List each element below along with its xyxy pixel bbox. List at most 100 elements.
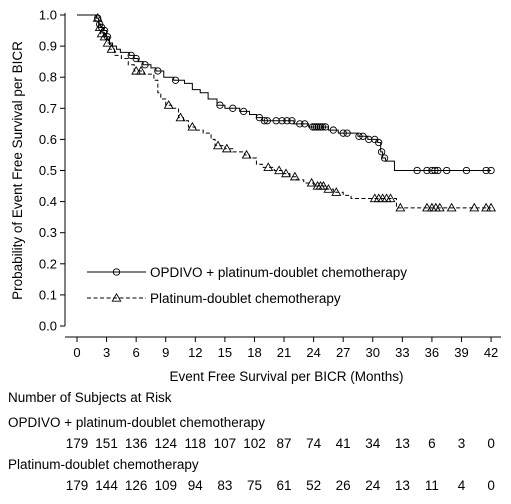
x-tick-label: 24 — [306, 345, 320, 360]
censor-marker-triangle — [434, 202, 445, 212]
censor-marker-triangle — [385, 193, 396, 203]
censor-marker-triangle — [221, 143, 232, 153]
censor-marker-circle — [487, 166, 495, 175]
censor-marker-circle — [132, 54, 140, 63]
risk-value: 74 — [306, 436, 322, 451]
censor-marker-circle — [308, 123, 317, 131]
y-axis-title: Probability of Event Free Survival per B… — [10, 41, 25, 300]
axes: 0.00.10.20.30.40.50.60.70.80.91.00 3 6 9 12 1… — [10, 8, 501, 384]
y-tick-label: 0.8 — [39, 70, 57, 85]
legend: OPDIVO + platinum-doublet chemotherapy Pl… — [87, 265, 407, 306]
censor-marker-triangle — [446, 202, 457, 212]
censor-marker-circle — [216, 101, 224, 109]
censor-marker-circle — [239, 107, 248, 116]
x-tick-label: 12 — [188, 345, 202, 360]
risk-value: 75 — [247, 478, 262, 493]
censor-marker-triangle — [395, 202, 406, 212]
censor-marker-circle — [359, 132, 367, 140]
censor-marker-triangle — [318, 180, 329, 190]
censor-marker-circle — [278, 117, 286, 125]
censor-marker-circle — [318, 123, 327, 131]
risk-value: 24 — [365, 478, 381, 493]
censor-marker-triangle — [92, 13, 103, 22]
risk-row-label: Platinum-doublet chemotherapy — [8, 457, 199, 472]
censor-marker-circle — [321, 123, 330, 131]
censor-marker-triangle — [99, 31, 110, 41]
censor-marker-triangle — [241, 149, 252, 159]
y-tick-label: 0.6 — [39, 132, 57, 147]
censor-marker-triangle — [281, 168, 291, 178]
censor-marker-circle — [375, 138, 383, 147]
censor-marker-triangle — [422, 202, 432, 212]
legend-label-1: Platinum-doublet chemotherapy — [150, 291, 341, 306]
censor-marker-triangle — [187, 121, 198, 131]
y-tick-label: 0.0 — [39, 319, 57, 334]
censor-marker-triangle — [163, 100, 174, 109]
risk-value: 124 — [154, 436, 177, 451]
x-tick-label: 36 — [425, 345, 439, 360]
risk-table: Number of Subjects at Risk OPDIVO + plati… — [8, 390, 495, 493]
risk-value: 87 — [277, 436, 292, 451]
y-tick-label: 0.3 — [39, 225, 57, 240]
censor-marker-circle — [380, 154, 389, 162]
x-axis-title: Event Free Survival per BICR (Months) — [169, 369, 403, 384]
risk-value: 136 — [125, 436, 148, 451]
x-tick-label: 6 — [133, 345, 140, 360]
risk-value: 0 — [487, 436, 495, 451]
censor-marker-circle — [377, 148, 386, 156]
censor-marker-triangle — [469, 202, 480, 212]
censor-marker-circle — [343, 129, 351, 137]
censor-marker-circle — [365, 135, 373, 144]
censor-marker-circle — [428, 166, 436, 175]
y-tick-label: 0.2 — [39, 256, 57, 271]
x-tick-label: 42 — [484, 345, 498, 360]
legend-label-0: OPDIVO + platinum-doublet chemotherapy — [150, 265, 407, 280]
legend-marker-triangle — [111, 292, 122, 302]
censor-marker-triangle — [213, 140, 223, 150]
censor-marker-triangle — [131, 65, 142, 75]
risk-row-label: OPDIVO + platinum-doublet chemotherapy — [8, 415, 265, 430]
censor-marker-circle — [314, 123, 323, 131]
censor-marker-circle — [229, 104, 237, 112]
risk-value: 102 — [243, 436, 266, 451]
censor-marker-circle — [443, 166, 451, 175]
censor-marker-triangle — [481, 202, 492, 212]
y-tick-label: 0.7 — [39, 101, 57, 116]
censor-marker-circle — [462, 166, 471, 175]
risk-value: 144 — [95, 478, 118, 493]
risk-value: 13 — [395, 436, 410, 451]
risk-value: 179 — [66, 436, 89, 451]
censor-marker-circle — [301, 120, 309, 128]
y-tick-label: 0.5 — [39, 163, 57, 178]
censor-marker-circle — [316, 123, 325, 131]
censor-marker-triangle — [106, 44, 117, 53]
series-0 — [77, 14, 495, 175]
x-tick-label: 3 — [103, 345, 110, 360]
x-tick-label: 21 — [277, 345, 291, 360]
risk-table-title: Number of Subjects at Risk — [8, 390, 172, 405]
series-layer — [77, 13, 497, 212]
censor-marker-triangle — [289, 171, 300, 181]
censor-marker-circle — [272, 117, 280, 125]
y-tick-label: 0.9 — [39, 39, 57, 54]
risk-value: 6 — [428, 436, 436, 451]
censor-marker-circle — [329, 126, 337, 134]
risk-value: 94 — [188, 478, 204, 493]
risk-value: 118 — [185, 436, 207, 451]
censor-marker-triangle — [274, 165, 285, 175]
censor-marker-circle — [296, 120, 304, 128]
censor-marker-triangle — [94, 22, 105, 32]
risk-value: 126 — [125, 478, 148, 493]
censor-marker-circle — [413, 166, 421, 175]
risk-value: 4 — [458, 478, 466, 493]
risk-value: 34 — [365, 436, 381, 451]
risk-value: 151 — [95, 436, 118, 451]
censor-marker-circle — [482, 166, 490, 175]
censor-marker-circle — [423, 166, 431, 175]
censor-marker-circle — [283, 117, 291, 125]
x-tick-label: 39 — [454, 345, 468, 360]
censor-marker-circle — [288, 117, 296, 125]
risk-value: 3 — [458, 436, 466, 451]
risk-value: 26 — [336, 478, 351, 493]
